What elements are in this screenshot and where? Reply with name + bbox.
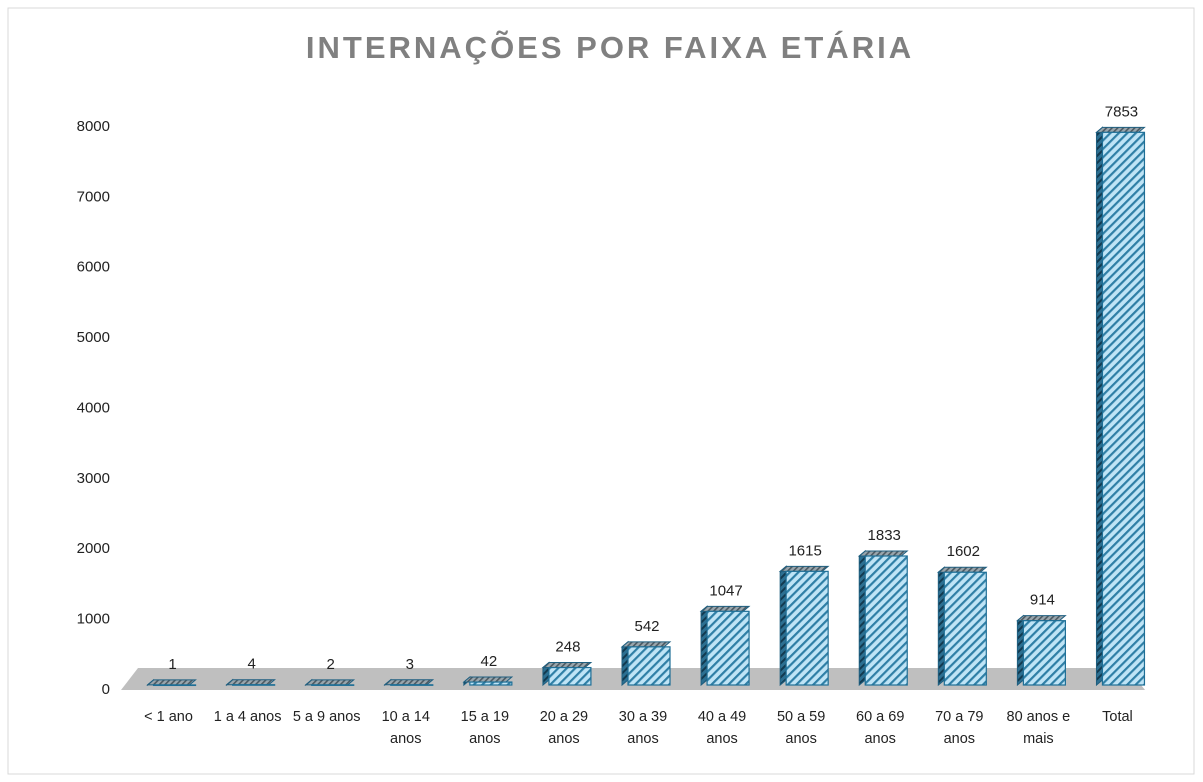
bar-front [1101, 131, 1146, 686]
y-tick-label: 1000 [77, 611, 110, 628]
bar-front [1022, 620, 1066, 686]
value-label: 1615 [788, 542, 821, 559]
bar-top [462, 676, 514, 683]
x-tick-label: 80 anos e mais [1006, 709, 1071, 747]
bar-side [779, 565, 787, 687]
bar-top [620, 641, 672, 648]
bar [541, 661, 593, 687]
x-tick-label: 70 a 79 anos [935, 709, 984, 747]
x-tick-label: Total [1102, 709, 1133, 725]
value-label: 4 [247, 656, 255, 673]
value-label: 42 [481, 653, 498, 670]
bar [225, 678, 276, 687]
bar [383, 678, 435, 687]
bar [699, 605, 751, 687]
bar [1016, 614, 1067, 687]
value-label: 1047 [709, 582, 742, 599]
bar-front [311, 684, 355, 686]
bar-top [936, 566, 988, 573]
x-tick-label: 60 a 69 anos [856, 709, 905, 747]
value-label: 1833 [868, 527, 901, 544]
x-tick-label: 20 a 29 anos [539, 709, 589, 747]
bar-top [1016, 615, 1067, 622]
x-tick-label: < 1 ano [144, 709, 193, 725]
bar-top [225, 679, 276, 686]
bar-top [699, 605, 751, 612]
chart-title: INTERNAÇÕES POR FAIXA ETÁRIA [306, 29, 914, 65]
bar-side [621, 640, 629, 687]
value-label: 542 [634, 618, 659, 635]
bar [1095, 126, 1146, 687]
bar-front [548, 666, 592, 686]
bar [936, 566, 988, 687]
bar-front [706, 610, 750, 686]
bar-front [232, 684, 276, 686]
x-tick-label: 1 a 4 anos [213, 709, 282, 725]
bar-front [390, 684, 434, 686]
bar-front [785, 570, 829, 686]
value-label: 7853 [1105, 103, 1138, 120]
bar-top [383, 679, 435, 686]
x-tick-label: 15 a 19 anos [460, 709, 510, 747]
bar [620, 640, 672, 687]
bar-front [469, 681, 513, 686]
bar-front [864, 555, 908, 686]
bar-top [146, 679, 197, 686]
value-label: 3 [406, 656, 414, 673]
y-tick-label: 7000 [77, 188, 110, 205]
bar [462, 675, 514, 687]
y-tick-label: 6000 [77, 259, 110, 276]
value-label: 2 [327, 656, 335, 673]
value-label: 914 [1030, 592, 1055, 609]
bar-top [541, 662, 593, 669]
x-tick-label: 10 a 14 anos [381, 709, 430, 747]
y-tick-label: 2000 [77, 540, 110, 557]
x-tick-label: 40 a 49 anos [697, 709, 747, 747]
x-tick-label: 5 a 9 anos [292, 709, 361, 725]
bar-side [937, 566, 945, 687]
bar-front [943, 571, 987, 686]
bar-front [627, 646, 671, 686]
y-tick-label: 4000 [77, 399, 110, 416]
value-label: 248 [555, 639, 580, 656]
bar [857, 549, 909, 687]
bar [304, 678, 356, 687]
value-label: 1602 [947, 543, 980, 560]
bar-side [1095, 126, 1103, 687]
value-label: 1 [168, 656, 176, 673]
y-tick-label: 8000 [77, 118, 110, 135]
y-tick-label: 3000 [77, 470, 110, 487]
bar [778, 565, 830, 687]
chart-border [7, 7, 1195, 775]
bar-side [858, 549, 866, 687]
bar-top [857, 550, 909, 557]
y-tick-label: 5000 [77, 329, 110, 346]
bar [146, 678, 197, 687]
x-tick-label: 50 a 59 anos [776, 709, 826, 747]
bar-front [152, 684, 197, 687]
bar-top [778, 565, 830, 572]
y-tick-label: 0 [102, 681, 110, 698]
x-tick-label: 30 a 39 anos [618, 709, 668, 747]
bar-top [1095, 126, 1146, 133]
bar-side [700, 605, 708, 687]
bar-top [304, 679, 356, 686]
bar-side [1016, 614, 1024, 687]
